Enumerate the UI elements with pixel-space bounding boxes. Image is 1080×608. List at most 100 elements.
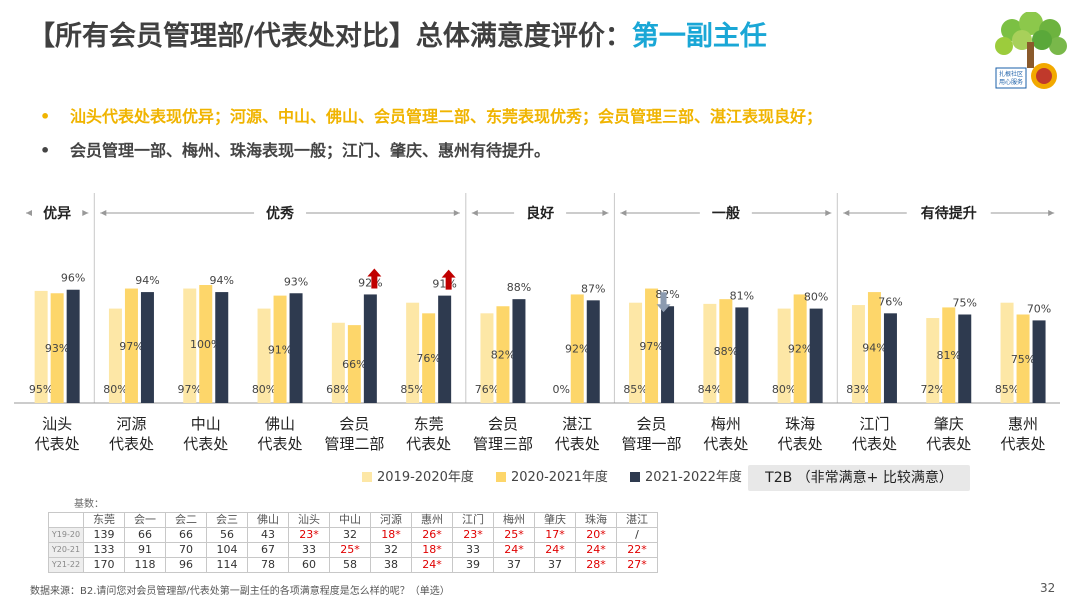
table-cell: 66 xyxy=(124,527,166,543)
data-label: 76% xyxy=(475,383,499,396)
page-title: 【所有会员管理部/代表处对比】总体满意度评价：第一副主任 xyxy=(28,14,767,53)
bar-2021 xyxy=(735,307,749,403)
summary-bullets: • 汕头代表处表现优异；河源、中山、佛山、会员管理二部、东莞表现优秀；会员管理三部… xyxy=(40,104,822,172)
table-cell: 25* xyxy=(329,542,371,558)
group-label: 良好 xyxy=(526,205,554,222)
category-label: 会员 xyxy=(637,415,667,433)
table-cell: 24* xyxy=(493,542,535,558)
data-label: 97% xyxy=(178,383,202,396)
arrow-right-icon xyxy=(602,210,609,216)
data-label: 81% xyxy=(937,349,961,362)
base-header: 湛江 xyxy=(616,512,658,528)
category-label: 惠州 xyxy=(1008,415,1038,433)
table-cell: 38 xyxy=(370,557,412,573)
bar-2021 xyxy=(363,294,377,403)
t2b-note: T2B （非常满意+ 比较满意） xyxy=(748,465,970,491)
data-source-note: 数据来源：B2.请问您对会员管理部/代表处第一副主任的各项满意程度是怎么样的呢？… xyxy=(30,586,450,597)
category-label: 代表处 xyxy=(258,435,303,453)
base-header: 惠州 xyxy=(411,512,453,528)
bar-2019 xyxy=(703,303,717,403)
base-header: 肇庆 xyxy=(534,512,576,528)
category-label: 代表处 xyxy=(406,435,451,453)
bar-2021 xyxy=(512,299,526,403)
data-label: 82% xyxy=(491,349,515,362)
base-header: 会一 xyxy=(124,512,166,528)
data-label: 85% xyxy=(995,383,1019,396)
table-cell: 67 xyxy=(247,542,289,558)
data-label: 76% xyxy=(416,352,440,365)
category-label: 汕头 xyxy=(42,415,72,433)
title-main: 【所有会员管理部/代表处对比】总体满意度评价： xyxy=(28,21,632,52)
bar-2019 xyxy=(926,318,940,403)
bullet-text: 汕头代表处表现优异；河源、中山、佛山、会员管理二部、东莞表现优秀；会员管理三部、… xyxy=(70,107,823,126)
arrow-right-icon xyxy=(825,210,832,216)
table-cell: 170 xyxy=(83,557,125,573)
table-cell: 66 xyxy=(165,527,207,543)
table-cell: 27* xyxy=(616,557,658,573)
category-label: 会员 xyxy=(339,415,369,433)
bar-2020 xyxy=(199,285,213,403)
data-label: 97% xyxy=(119,340,143,353)
summary-bullet-2: • 会员管理一部、梅州、珠海表现一般；江门、肇庆、惠州有待提升。 xyxy=(40,138,822,172)
logo-caption-1: 扎根社区 xyxy=(999,70,1023,78)
table-cell: 39 xyxy=(452,557,494,573)
bar-2019 xyxy=(629,302,643,403)
data-label: 83% xyxy=(846,383,870,396)
chart-legend: 2019-2020年度 2020-2021年度 2021-2022年度 xyxy=(362,466,760,485)
bar-2021 xyxy=(289,293,303,403)
table-cell: 18* xyxy=(370,527,412,543)
table-cell: 56 xyxy=(206,527,248,543)
legend-item-2019: 2019-2020年度 xyxy=(362,466,474,485)
bar-2020 xyxy=(570,294,584,403)
data-label: 85% xyxy=(400,383,424,396)
bar-2020 xyxy=(942,307,956,403)
table-cell: 60 xyxy=(288,557,330,573)
table-cell: 32 xyxy=(370,542,412,558)
arrow-left-icon xyxy=(26,210,32,216)
category-label: 代表处 xyxy=(555,435,600,453)
company-logo: 扎根社区 用心服务 xyxy=(995,12,1067,89)
table-cell: 114 xyxy=(206,557,248,573)
category-label: 管理一部 xyxy=(622,435,682,453)
table-cell: 28* xyxy=(575,557,617,573)
legend-item-2020: 2020-2021年度 xyxy=(496,466,608,485)
bar-2019 xyxy=(480,313,494,403)
bar-2020 xyxy=(793,294,807,403)
bar-2020 xyxy=(422,313,436,403)
base-header: 东莞 xyxy=(83,512,125,528)
data-label: 91% xyxy=(268,343,292,356)
category-label: 管理二部 xyxy=(324,435,384,453)
data-label: 88% xyxy=(714,345,738,358)
category-label: 管理三部 xyxy=(473,435,533,453)
base-table-corner xyxy=(48,512,84,528)
category-label: 代表处 xyxy=(703,435,748,453)
legend-item-2021: 2021-2022年度 xyxy=(630,466,742,485)
row-label: Y20-21 xyxy=(48,542,84,558)
table-cell: 26* xyxy=(411,527,453,543)
table-cell: 37 xyxy=(534,557,576,573)
bar-2021 xyxy=(586,300,600,403)
data-label: 75% xyxy=(953,297,977,310)
group-label: 优异 xyxy=(43,205,71,222)
table-cell: 37 xyxy=(493,557,535,573)
category-label: 代表处 xyxy=(109,435,154,453)
data-label: 84% xyxy=(698,383,722,396)
arrow-right-icon xyxy=(1048,210,1055,216)
base-header: 河源 xyxy=(370,512,412,528)
category-label: 河源 xyxy=(116,415,146,433)
bar-2020 xyxy=(50,293,64,403)
legend-label: 2020-2021年度 xyxy=(511,470,608,485)
category-label: 代表处 xyxy=(926,435,971,453)
category-label: 东莞 xyxy=(414,415,444,433)
bar-2019 xyxy=(851,305,865,403)
bar-2019 xyxy=(34,290,48,403)
data-label: 100% xyxy=(190,338,221,351)
bar-2021 xyxy=(809,308,823,403)
base-header: 会二 xyxy=(165,512,207,528)
trend-up-arrow-icon xyxy=(367,268,382,289)
data-label: 80% xyxy=(252,383,276,396)
trend-down-arrow-icon xyxy=(656,292,671,313)
bar-2020 xyxy=(1016,314,1030,403)
table-cell: 24* xyxy=(411,557,453,573)
table-cell: 91 xyxy=(124,542,166,558)
